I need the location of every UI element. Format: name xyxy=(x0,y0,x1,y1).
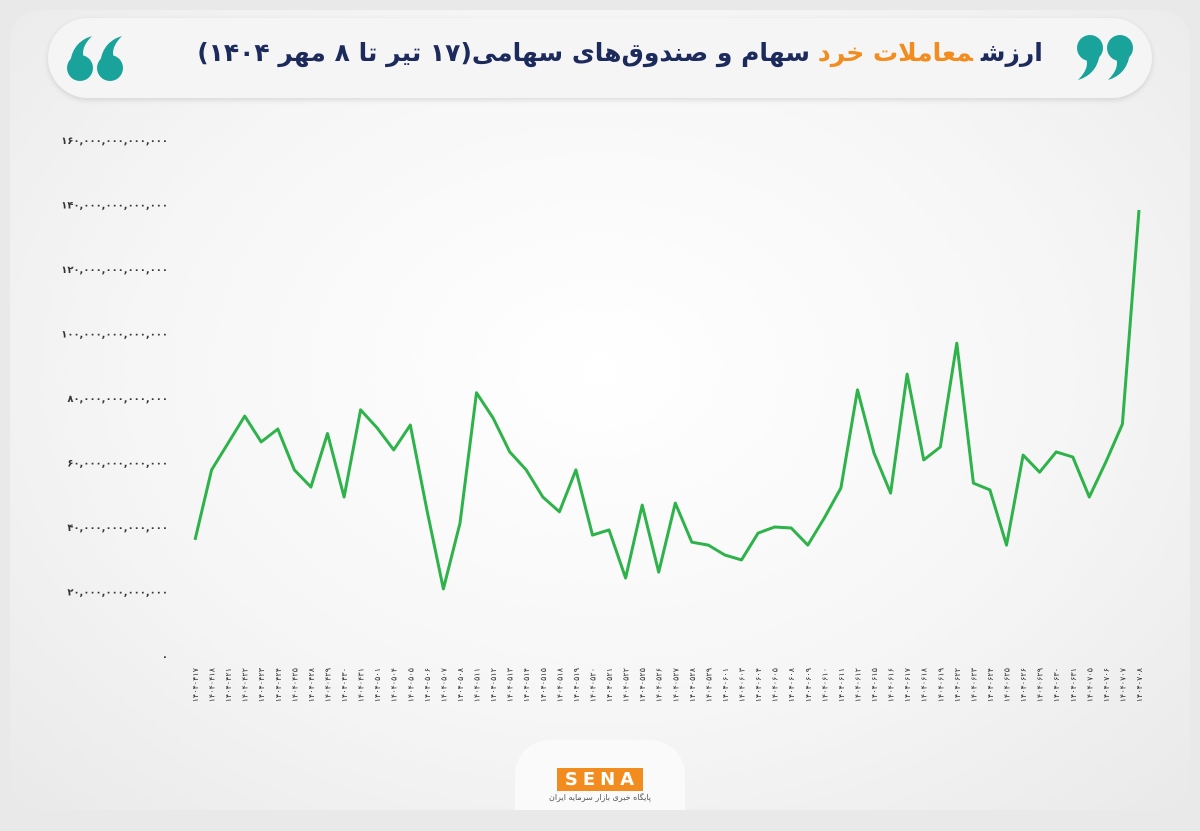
x-tick-label: ۱۴۰۴۰۶۱۱ xyxy=(837,668,846,702)
x-tick-label: ۱۴۰۴۰۵۲۱ xyxy=(605,668,614,702)
x-tick-label: ۱۴۰۴۰۴۲۳ xyxy=(257,667,266,702)
x-tick-label: ۱۴۰۴۰۶۰۳ xyxy=(738,667,747,702)
y-tick-label: ۸۰,۰۰۰,۰۰۰,۰۰۰,۰۰۰ xyxy=(67,394,168,405)
x-tick-label: ۱۴۰۴۰۵۰۵ xyxy=(406,668,415,702)
x-tick-label: ۱۴۰۴۰۶۰۱ xyxy=(721,668,730,702)
x-tick-label: ۱۴۰۴۰۶۲۳ xyxy=(969,667,978,702)
x-tick-label: ۱۴۰۴۰۶۱۷ xyxy=(903,667,912,702)
x-tick-label: ۱۴۰۴۰۶۲۲ xyxy=(953,668,962,702)
quote-left xyxy=(67,36,123,81)
x-tick-label: ۱۴۰۴۰۶۲۹ xyxy=(1036,668,1045,702)
logo: SENA پایگاه خبری بازار سرمایه ایران xyxy=(515,740,685,810)
x-tick-label: ۱۴۰۴۰۵۱۴ xyxy=(522,668,531,702)
y-tick-label: ۲۰,۰۰۰,۰۰۰,۰۰۰,۰۰۰ xyxy=(67,588,168,599)
y-tick-label: ۰ xyxy=(162,652,168,663)
logo-name: SENA xyxy=(556,768,644,791)
line xyxy=(193,209,1141,591)
x-tick-label: ۱۴۰۴۰۶۱۲ xyxy=(853,668,862,702)
x-tick-label: ۱۴۰۴۰۶۱۵ xyxy=(870,668,879,702)
x-tick-label: ۱۴۰۴۰۷۰۵ xyxy=(1085,668,1094,702)
x-tick-label: ۱۴۰۴۰۶۱۰ xyxy=(820,668,829,702)
x-tick-label: ۱۴۰۴۰۴۳۱ xyxy=(357,668,366,702)
x-tick-label: ۱۴۰۴۰۵۲۸ xyxy=(688,667,697,702)
y-tick-label: ۱۰۰,۰۰۰,۰۰۰,۰۰۰,۰۰۰ xyxy=(61,330,168,341)
frame xyxy=(10,10,1190,810)
x-tick-label: ۱۴۰۴۰۵۲۹ xyxy=(704,668,713,702)
x-tick-label: ۱۴۰۴۰۵۱۲ xyxy=(489,668,498,702)
x-tick-label: ۱۴۰۴۰۶۲۴ xyxy=(986,668,995,702)
x-tick-label: ۱۴۰۴۰۶۳۱ xyxy=(1069,668,1078,702)
x-tick-label: ۱۴۰۴۰۶۰۸ xyxy=(787,667,796,702)
title-part: ارزش xyxy=(980,38,1043,67)
x-tick-label: ۱۴۰۴۰۵۱۹ xyxy=(572,668,581,702)
title-part: معاملات خرد xyxy=(817,38,973,67)
x-tick-label: ۱۴۰۴۰۵۱۵ xyxy=(539,668,548,702)
x-tick-label: ۱۴۰۴۰۵۲۲ xyxy=(622,668,631,702)
x-tick-label: ۱۴۰۴۰۵۲۶ xyxy=(655,668,664,702)
x-tick-label: ۱۴۰۴۰۶۱۹ xyxy=(936,668,945,702)
x-tick-label: ۱۴۰۴۰۶۲۵ xyxy=(1003,668,1012,702)
x-tick-label: ۱۴۰۴۰۴۲۸ xyxy=(307,667,316,702)
x-tick-label: ۱۴۰۴۰۶۱۸ xyxy=(920,667,929,702)
title-part: سهام و صندوق‌های سهامی(۱۷ تیر تا ۸ مهر ۱… xyxy=(197,38,810,67)
x-tick-label: ۱۴۰۴۰۵۱۸ xyxy=(555,667,564,702)
x-tick-label: ۱۴۰۴۰۷۰۶ xyxy=(1102,668,1111,702)
x-tick-label: ۱۴۰۴۰۵۰۸ xyxy=(456,667,465,702)
x-tick-label: ۱۴۰۴۰۵۲۵ xyxy=(638,668,647,702)
x-tick-label: ۱۴۰۴۰۵۱۱ xyxy=(473,668,482,702)
x-tick-label: ۱۴۰۴۰۵۰۴ xyxy=(390,668,399,702)
y-tick-label: ۱۴۰,۰۰۰,۰۰۰,۰۰۰,۰۰۰ xyxy=(61,201,168,212)
x-tick-label: ۱۴۰۴۰۴۱۷ xyxy=(191,667,200,702)
x-tick-label: ۱۴۰۴۰۴۳۰ xyxy=(340,668,349,702)
x-tick-label: ۱۴۰۴۰۷۰۸ xyxy=(1135,667,1144,702)
x-tick-label: ۱۴۰۴۰۶۳۰ xyxy=(1052,668,1061,702)
y-tick-label: ۴۰,۰۰۰,۰۰۰,۰۰۰,۰۰۰ xyxy=(67,523,168,534)
x-tick-label: ۱۴۰۴۰۷۰۷ xyxy=(1118,667,1127,702)
x-tick-label: ۱۴۰۴۰۴۱۸ xyxy=(208,667,217,702)
x-tick-label: ۱۴۰۴۰۴۲۴ xyxy=(274,668,283,702)
x-tick-label: ۱۴۰۴۰۵۲۷ xyxy=(671,667,680,702)
y-tick-label: ۶۰,۰۰۰,۰۰۰,۰۰۰,۰۰۰ xyxy=(67,459,168,470)
x-tick-label: ۱۴۰۴۰۶۰۴ xyxy=(754,668,763,702)
chart-title: ارزشمعاملات خردسهام و صندوق‌های سهامی(۱۷… xyxy=(168,38,1072,67)
header: ارزشمعاملات خردسهام و صندوق‌های سهامی(۱۷… xyxy=(48,18,1152,98)
x-tick-label: ۱۴۰۴۰۴۲۵ xyxy=(290,668,299,702)
y-tick-label: ۱۶۰,۰۰۰,۰۰۰,۰۰۰,۰۰۰ xyxy=(61,136,168,147)
x-tick-label: ۱۴۰۴۰۴۲۲ xyxy=(241,668,250,702)
x-tick-label: ۱۴۰۴۰۴۲۱ xyxy=(224,668,233,702)
x-tick-label: ۱۴۰۴۰۵۰۷ xyxy=(439,667,448,702)
logo-tagline: پایگاه خبری بازار سرمایه ایران xyxy=(548,793,652,802)
x-tick-label: ۱۴۰۴۰۵۰۱ xyxy=(373,668,382,702)
x-tick-label: ۱۴۰۴۰۵۱۳ xyxy=(506,667,515,702)
x-tick-label: ۱۴۰۴۰۶۰۹ xyxy=(804,668,813,702)
x-tick-label: ۱۴۰۴۰۶۱۶ xyxy=(887,668,896,702)
x-tick-label: ۱۴۰۴۰۴۲۹ xyxy=(323,668,332,702)
x-tick-label: ۱۴۰۴۰۵۲۰ xyxy=(588,668,597,702)
x-tick-label: ۱۴۰۴۰۵۰۶ xyxy=(423,668,432,702)
x-tick-label: ۱۴۰۴۰۶۰۵ xyxy=(771,668,780,702)
y-tick-label: ۱۲۰,۰۰۰,۰۰۰,۰۰۰,۰۰۰ xyxy=(61,265,168,276)
x-tick-label: ۱۴۰۴۰۶۲۶ xyxy=(1019,668,1028,702)
quote-right xyxy=(1077,35,1133,80)
